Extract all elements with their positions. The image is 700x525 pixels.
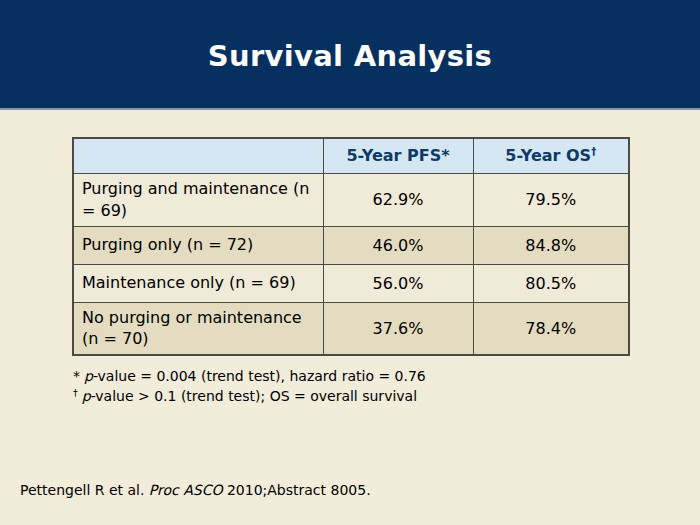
table-row: Purging and maintenance (n = 69) 62.9% 7… [73, 173, 629, 226]
title-band: Survival Analysis [0, 0, 700, 110]
footnotes-block: *p-value = 0.004 (trend test), hazard ra… [73, 366, 426, 407]
table-row: No purging or maintenance (n = 70) 37.6%… [73, 302, 629, 355]
row-label: Purging and maintenance (n = 69) [73, 173, 323, 226]
slide-title: Survival Analysis [208, 35, 492, 73]
pfs-value: 37.6% [323, 302, 473, 355]
table-header-row: 5-Year PFS* 5-Year OS† [73, 138, 629, 173]
header-pfs: 5-Year PFS* [323, 138, 473, 173]
os-value: 80.5% [473, 264, 629, 302]
row-label: No purging or maintenance (n = 70) [73, 302, 323, 355]
dagger-marker: † [73, 387, 78, 398]
table-row: Purging only (n = 72) 46.0% 84.8% [73, 226, 629, 264]
citation-journal: Proc ASCO [149, 482, 223, 498]
footnote-pfs: *p-value = 0.004 (trend test), hazard ra… [73, 366, 426, 386]
table-row: Maintenance only (n = 69) 56.0% 80.5% [73, 264, 629, 302]
os-value: 84.8% [473, 226, 629, 264]
dagger-superscript: † [591, 146, 596, 157]
header-os: 5-Year OS† [473, 138, 629, 173]
citation: Pettengell R et al. Proc ASCO 2010;Abstr… [20, 482, 371, 498]
row-label: Maintenance only (n = 69) [73, 264, 323, 302]
footnote-os: †p-value > 0.1 (trend test); OS = overal… [73, 386, 426, 406]
pfs-value: 56.0% [323, 264, 473, 302]
os-value: 79.5% [473, 173, 629, 226]
row-label: Purging only (n = 72) [73, 226, 323, 264]
survival-table: 5-Year PFS* 5-Year OS† Purging and maint… [72, 137, 630, 356]
header-empty-cell [73, 138, 323, 173]
asterisk-marker: * [73, 368, 80, 384]
pfs-value: 62.9% [323, 173, 473, 226]
os-value: 78.4% [473, 302, 629, 355]
pfs-value: 46.0% [323, 226, 473, 264]
